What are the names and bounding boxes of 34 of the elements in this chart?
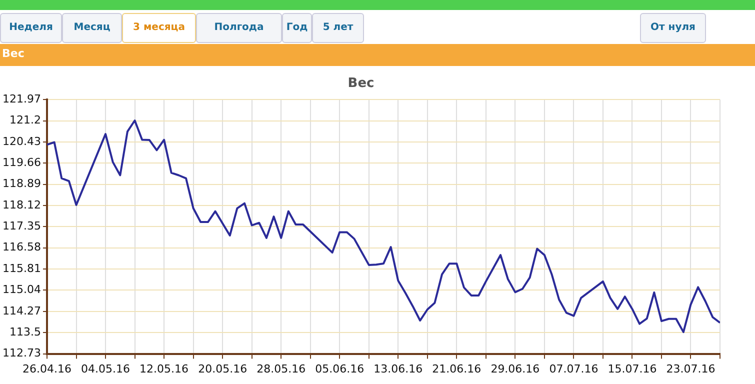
y-tick-label: 118.89	[2, 177, 41, 190]
x-tick-label: 21.06.16	[432, 362, 482, 376]
text: Год	[282, 13, 312, 43]
x-tick-label: 13.06.16	[374, 362, 423, 376]
y-tick-label: 120.43	[2, 134, 41, 148]
y-tick-label: 113.5	[10, 325, 41, 338]
y-tick-label: 114.27	[2, 304, 41, 318]
text: От нуля	[640, 13, 706, 43]
x-tick-label: 28.05.16	[256, 362, 306, 376]
y-tick-label: 116.58	[2, 240, 41, 254]
y-tick-label: 115.04	[2, 283, 41, 296]
x-tick-label: 07.07.16	[549, 362, 598, 376]
y-tick-label: 112.73	[2, 346, 41, 360]
y-tick-label: 115.81	[2, 262, 41, 275]
x-tick-label: 20.05.16	[198, 362, 248, 376]
text: Вес	[0, 44, 755, 66]
text: Месяц	[62, 13, 122, 43]
y-tick-label: 118.12	[2, 198, 41, 212]
text: Полгода	[196, 13, 282, 43]
x-tick-label: 04.05.16	[81, 362, 130, 376]
x-tick-label: 23.07.16	[666, 362, 716, 376]
text: Неделя	[0, 13, 62, 43]
x-tick-label: 15.07.16	[608, 362, 657, 376]
x-tick-label: 29.06.16	[490, 362, 540, 376]
x-tick-label: 12.05.16	[140, 362, 189, 376]
x-tick-label: 26.04.16	[22, 362, 72, 376]
y-tick-label: 121.2	[10, 114, 41, 127]
text: 5 лет	[312, 13, 364, 43]
y-tick-label: 121.97	[2, 92, 41, 106]
y-tick-label: 117.35	[2, 220, 41, 233]
y-tick-label: 119.66	[2, 156, 41, 170]
chart-title: Вес	[348, 76, 374, 92]
text: 3 месяца	[122, 13, 196, 43]
x-tick-label: 05.06.16	[315, 362, 364, 376]
